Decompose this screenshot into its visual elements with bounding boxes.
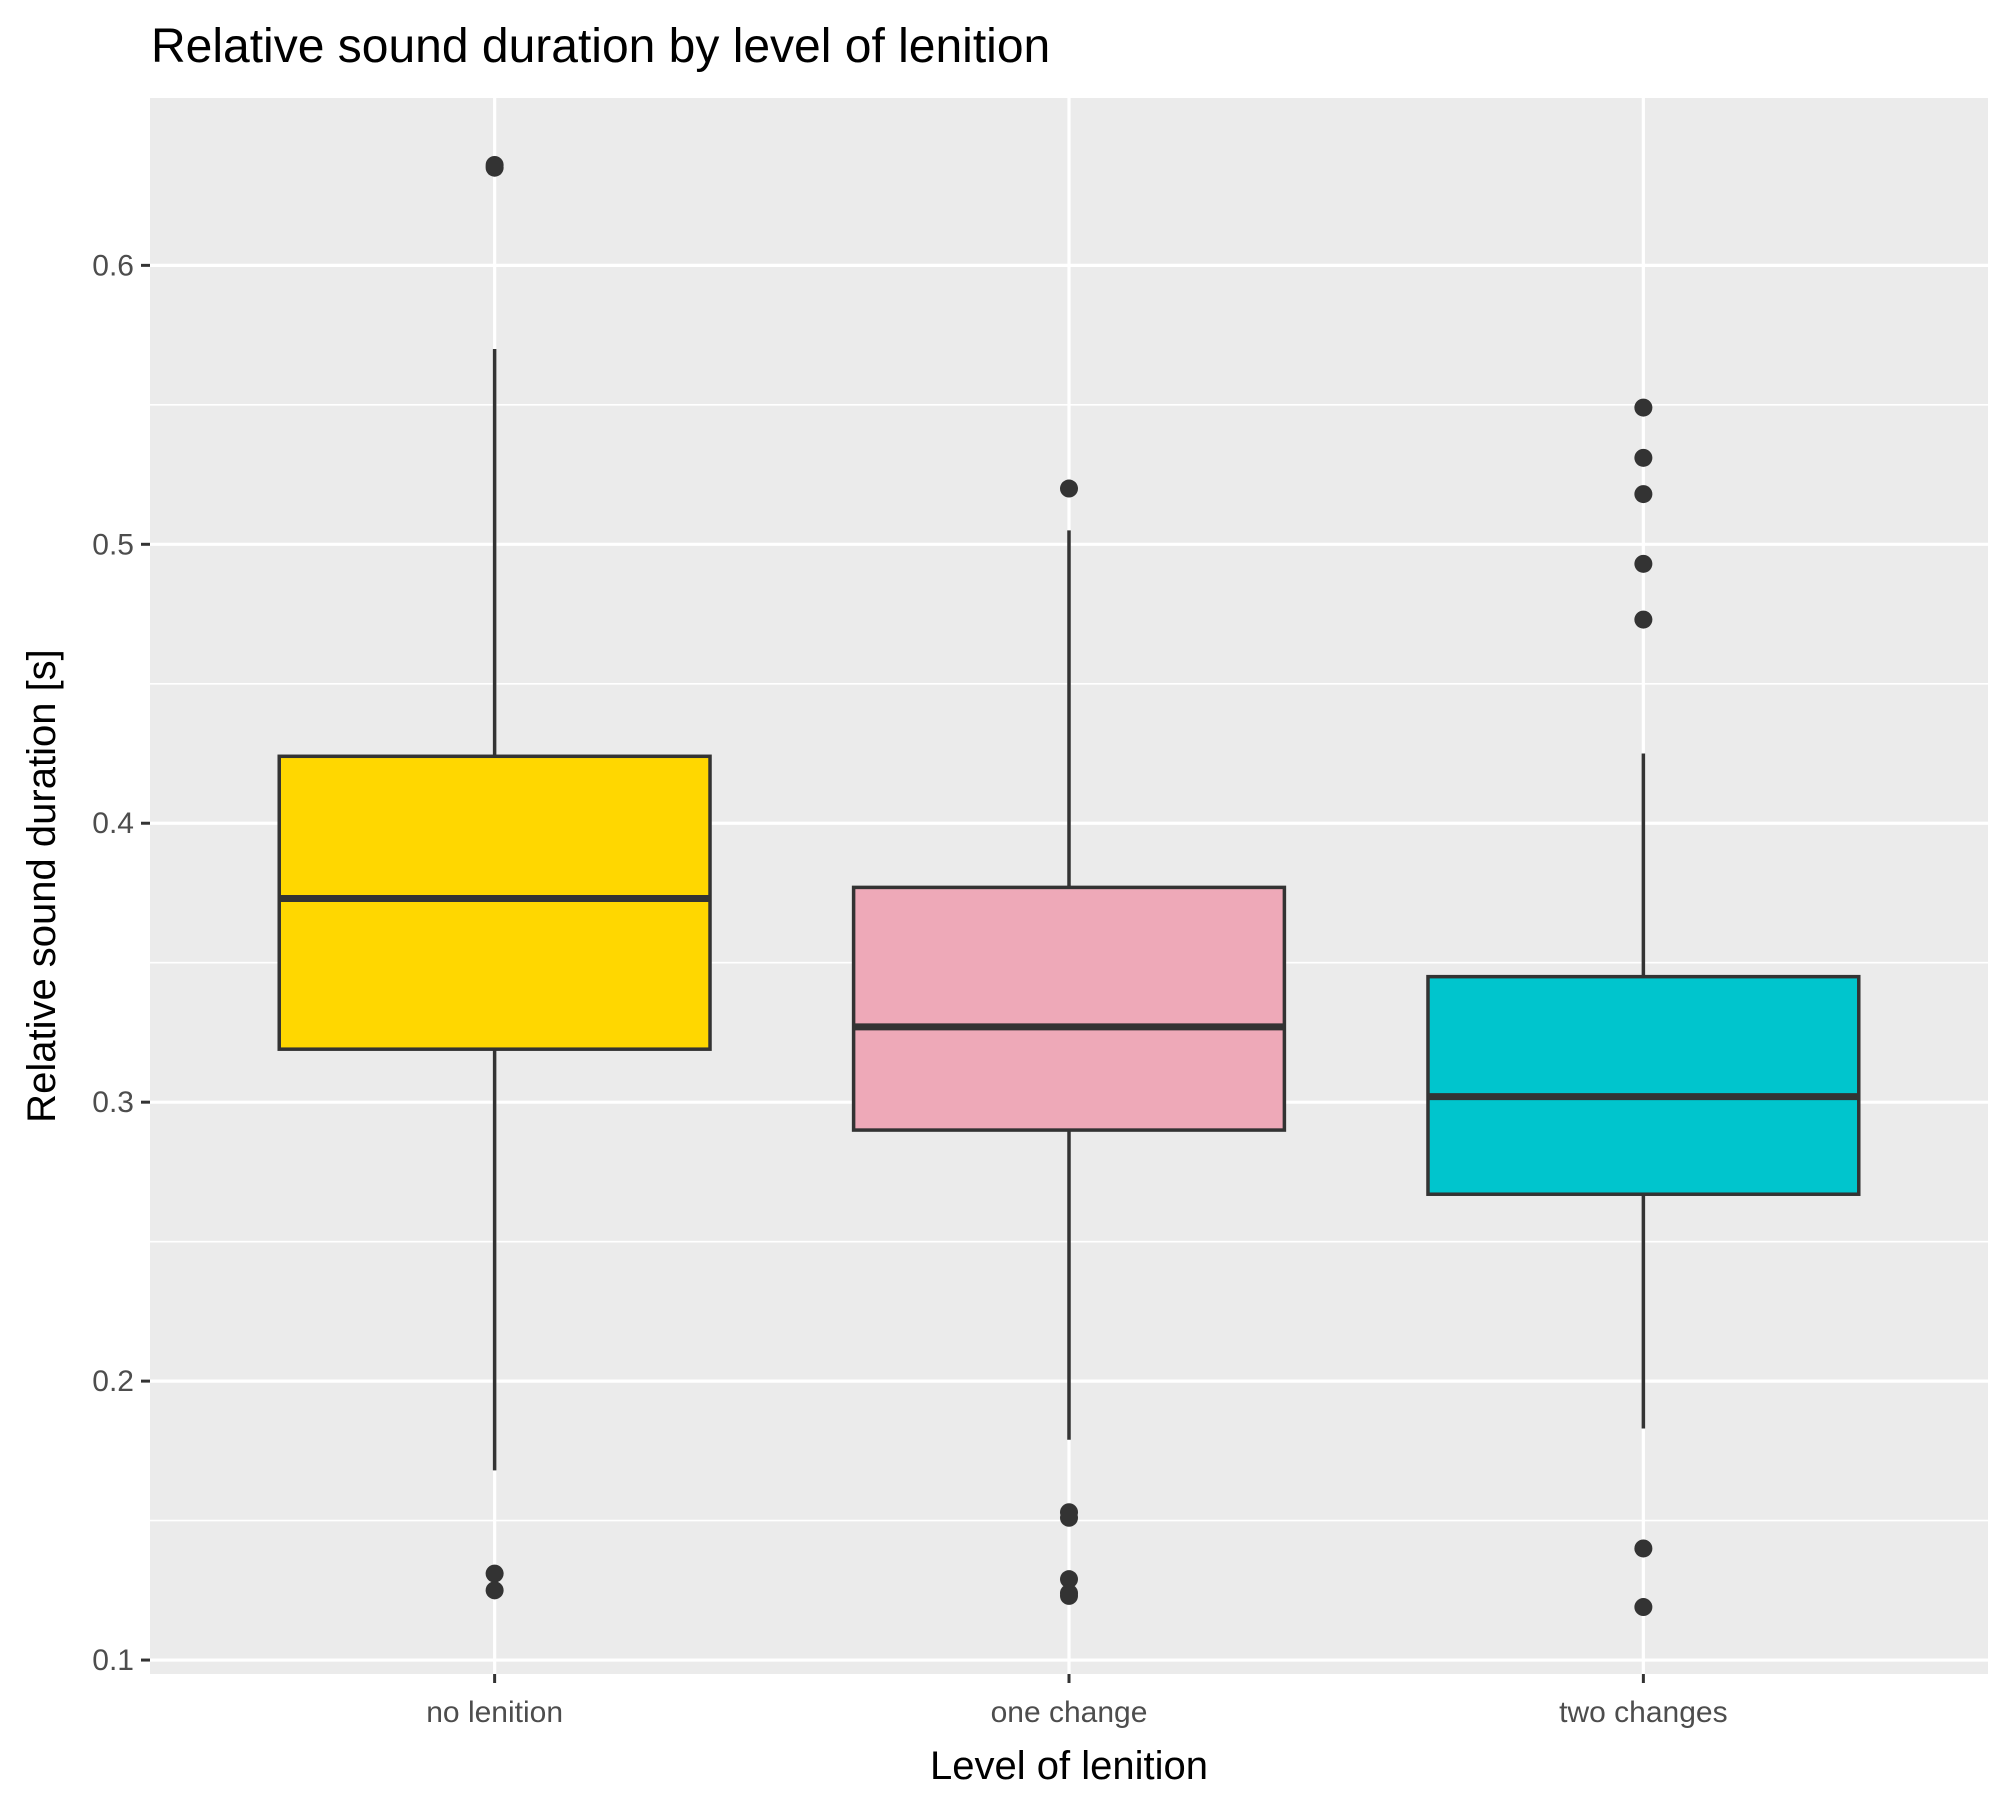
outlier-point [1060,479,1078,498]
y-tick-label: 0.1 [92,1644,134,1677]
x-tick-label: no lenition [426,1696,563,1729]
outlier-point [485,1564,504,1583]
outlier-point [1634,610,1653,629]
outlier-point [1634,448,1653,467]
boxes [277,155,1861,1617]
outlier-point [1634,485,1653,504]
outlier-point [485,1581,504,1600]
y-tick-label: 0.2 [92,1365,134,1398]
box-one-change [851,479,1287,1605]
x-tick-label: one change [991,1696,1148,1729]
axes: 0.1 0.2 0.3 0.4 0.5 0.6 no lenition one change t… [92,249,1727,1729]
box-rect [1426,974,1861,1196]
y-tick-label: 0.6 [92,249,134,282]
outlier-point [1060,1508,1078,1527]
outlier-point [1634,1539,1653,1558]
outlier-point [1634,398,1653,417]
y-tick-label: 0.5 [92,528,134,561]
outlier-point [1634,554,1653,573]
box-no-lenition [277,155,712,1600]
outlier-point [1060,1570,1078,1589]
y-axis-title: Relative sound duration [s] [20,649,64,1123]
chart-title: Relative sound duration by level of leni… [151,20,1050,73]
outlier-point [1060,1586,1078,1605]
box-rect [277,754,712,1051]
outlier-point [485,155,504,174]
y-tick-label: 0.3 [92,1086,134,1119]
outlier-point [1634,1598,1653,1617]
x-axis-title: Level of lenition [930,1744,1208,1788]
box-rect [851,885,1287,1132]
x-tick-label: two changes [1559,1696,1727,1729]
y-tick-label: 0.4 [92,807,134,840]
box-two-changes [1426,398,1861,1617]
